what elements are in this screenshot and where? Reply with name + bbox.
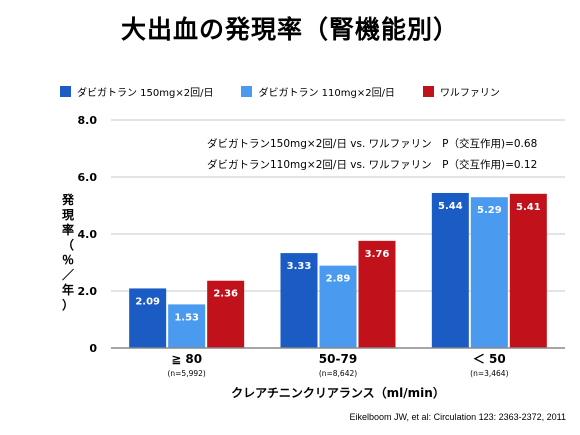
chart-title: 大出血の発現率（腎機能別） [120,15,459,44]
bar [280,253,318,348]
data-label: 3.33 [287,261,312,272]
bar [509,193,547,348]
y-tick-label: 4.0 [78,228,98,241]
x-tick-label: 50-79 [319,352,357,366]
x-tick-label: ＜ 50 [473,352,506,366]
legend: ダビガトラン 150mg×2回/日 ダビガトラン 110mg×2回/日 ワルファ… [60,83,560,99]
x-tick-label: ≧ 80 [171,352,202,366]
legend-swatch-dabigatran-150 [60,85,71,97]
x-tick-note: (n=8,642) [319,369,357,378]
y-tick-label: 6.0 [78,171,98,184]
data-label: 3.76 [365,249,390,260]
y-axis-title-char: （ [62,237,74,252]
annotation-150-vs-warfarin: ダビガトラン150mg×2回/日 vs. ワルファリン P（交互作用)=0.68 [207,137,537,150]
bar [358,240,396,348]
legend-label-dabigatran-150: ダビガトラン 150mg×2回/日 [77,87,214,99]
y-axis-title-char: 現 [62,208,74,222]
legend-item-dabigatran-150: ダビガトラン 150mg×2回/日 [60,84,213,99]
data-label: 5.44 [438,201,463,212]
legend-item-warfarin: ワルファリン [422,84,500,99]
y-axis-title-char: 率 [62,222,74,237]
data-label: 2.36 [213,289,238,300]
source-citation: Eikelboom JW, et al: Circulation 123: 23… [349,412,566,422]
bar [129,288,167,348]
legend-swatch-dabigatran-110 [241,85,253,97]
y-axis-title-char: ） [62,297,74,312]
x-tick-note: (n=5,992) [167,369,205,378]
data-label: 5.41 [516,202,541,213]
data-label: 5.29 [477,205,502,216]
data-label: 1.53 [174,312,199,323]
data-label: 2.09 [135,296,160,307]
data-label: 2.89 [326,274,351,285]
legend-swatch-warfarin [422,85,434,97]
y-axis-title-char: 発 [61,192,75,207]
y-tick-label: 8.0 [78,114,98,127]
bar [319,265,357,348]
bar [168,304,206,348]
y-axis-title-char: ／ [62,267,74,282]
legend-item-dabigatran-110: ダビガトラン 110mg×2回/日 [241,84,395,99]
legend-label-dabigatran-110: ダビガトラン 110mg×2回/日 [258,87,395,99]
bar [431,192,469,348]
x-tick-note: (n=3,464) [470,369,508,378]
y-axis-title-char: ％ [62,253,74,267]
y-axis-title-char: 年 [62,282,74,297]
legend-label-warfarin: ワルファリン [439,87,500,99]
y-tick-label: 0 [89,342,97,355]
bar [470,197,508,348]
bar [207,280,245,348]
annotation-110-vs-warfarin: ダビガトラン110mg×2回/日 vs. ワルファリン P（交互作用)=0.12 [207,158,537,171]
y-tick-label: 2.0 [78,285,98,298]
x-axis-title: クレアチニンクリアランス（ml/min） [231,385,445,400]
